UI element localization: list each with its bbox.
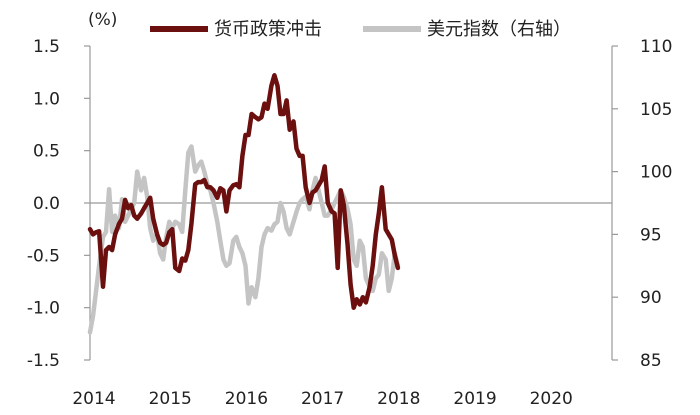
x-tick-label: 2019 [453, 389, 496, 409]
x-tick-label: 2016 [225, 389, 268, 409]
legend: 货币政策冲击 美元指数（右轴） [150, 19, 571, 40]
x-tick-label: 2015 [149, 389, 192, 409]
right-y-tick-label: 85 [640, 351, 662, 371]
legend-label-monetary-shock: 货币政策冲击 [214, 19, 322, 40]
axes: 1.5 1.0 0.5 0.0 -0.5 -1.0 -1.5 110 105 100 95 90 85 2… [27, 37, 673, 409]
legend-label-dollar-index: 美元指数（右轴） [427, 19, 571, 40]
right-y-tick-label: 95 [640, 225, 662, 245]
left-y-tick-label: 0.0 [33, 194, 60, 214]
left-y-tick-label: -1.5 [27, 351, 60, 371]
right-y-tick-label: 110 [640, 37, 672, 57]
x-tick-label: 2018 [377, 389, 420, 409]
left-y-tick-label: 1.5 [33, 37, 60, 57]
x-tick-label: 2014 [72, 389, 115, 409]
x-tick-label: 2020 [530, 389, 573, 409]
series-line-monetary-shock [87, 73, 401, 310]
x-tick-label: 2017 [301, 389, 344, 409]
series-line-dollar-index [87, 144, 401, 335]
right-y-tick-label: 100 [640, 163, 672, 183]
right-y-tick-label: 105 [640, 100, 672, 120]
series-layer [87, 73, 401, 335]
right-y-tick-label: 90 [640, 288, 662, 308]
left-y-tick-label: 1.0 [33, 89, 60, 109]
left-y-tick-label: -1.0 [27, 299, 60, 319]
left-axis-unit-label: (%) [88, 10, 117, 30]
left-y-tick-label: 0.5 [33, 142, 60, 162]
left-y-tick-label: -0.5 [27, 246, 60, 266]
